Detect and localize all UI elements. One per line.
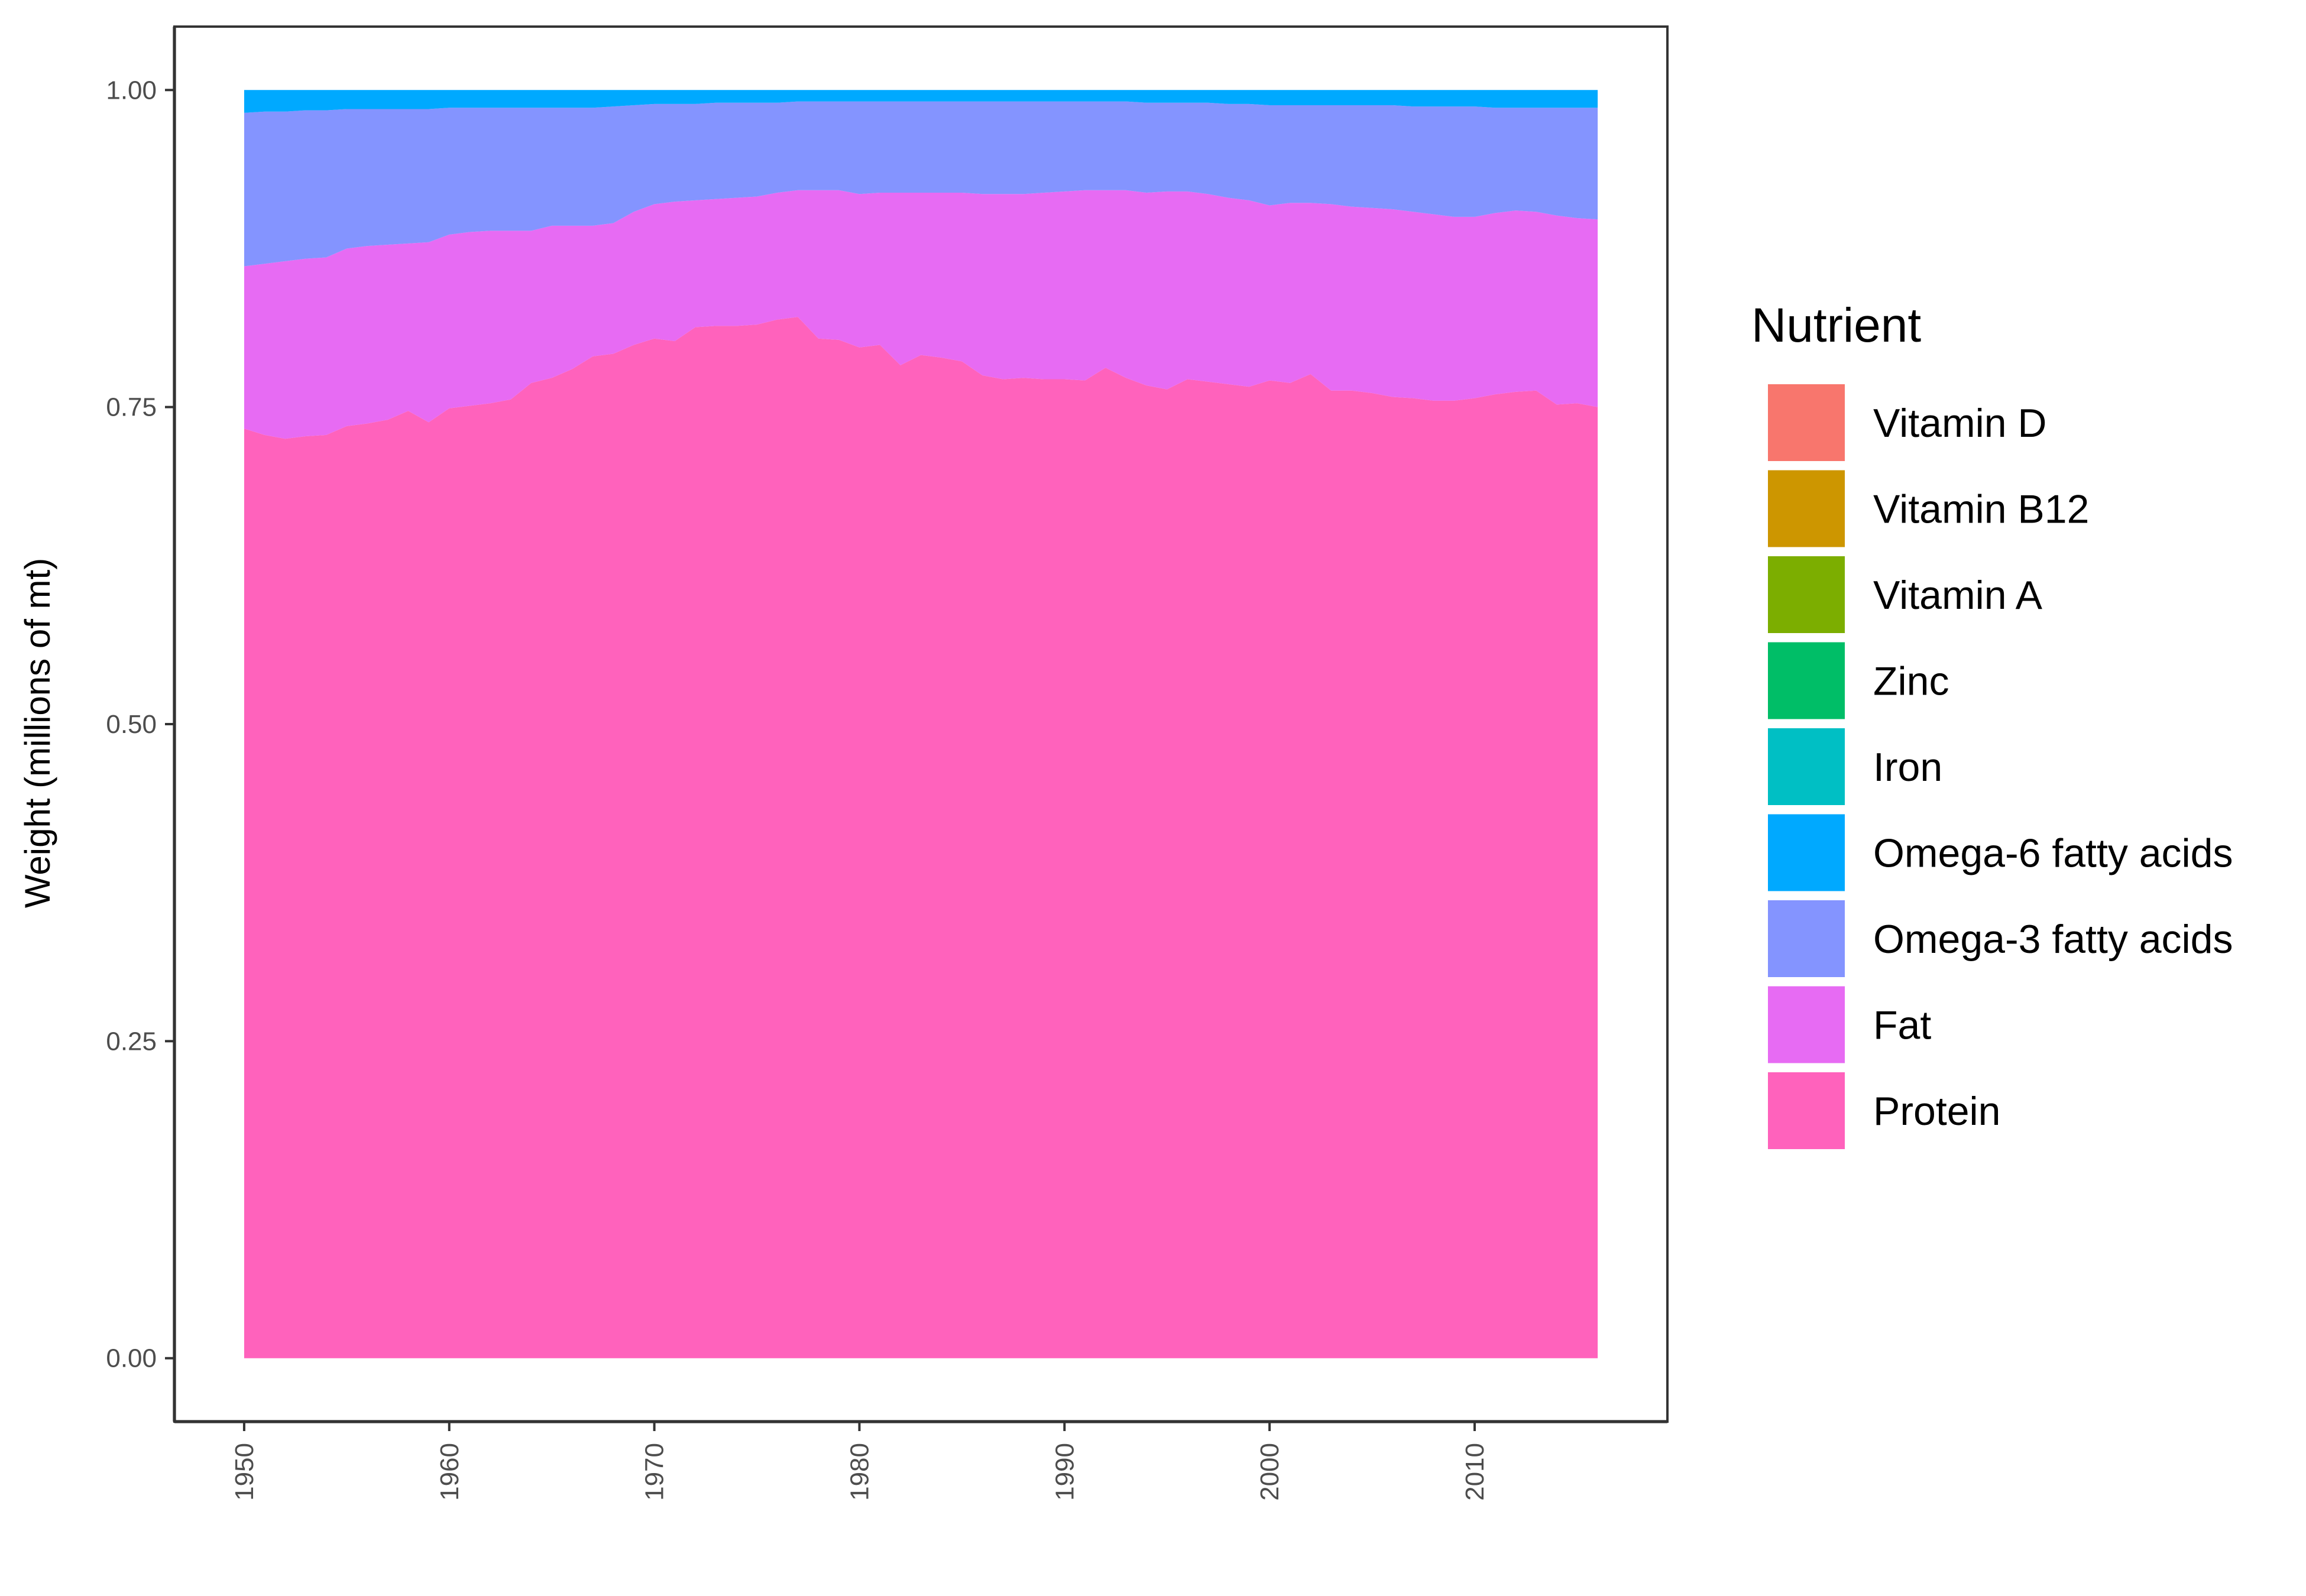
legend-key-omega-6-fatty-acids (1768, 814, 1845, 891)
legend-label-vitamin-a: Vitamin A (1873, 573, 2043, 618)
x-tick-label: 1980 (845, 1443, 874, 1501)
legend-key-vitamin-a (1768, 556, 1845, 633)
area-omega-6-fatty-acids (244, 90, 1598, 113)
legend-label-zinc: Zinc (1873, 659, 1949, 704)
legend-key-omega-3-fatty-acids (1768, 900, 1845, 977)
y-tick-label: 0.25 (106, 1027, 157, 1056)
legend-label-omega-6-fatty-acids: Omega-6 fatty acids (1873, 831, 2233, 876)
y-tick-label: 1.00 (106, 76, 157, 105)
legend-title: Nutrient (1751, 299, 1921, 352)
legend: Nutrient Vitamin D Vitamin B12 Vitamin A Zi… (1751, 299, 2233, 1149)
legend-label-fat: Fat (1873, 1003, 1931, 1048)
legend-label-iron: Iron (1873, 745, 1942, 790)
legend-key-vitamin-b12 (1768, 470, 1845, 547)
legend-key-zinc (1768, 642, 1845, 719)
y-tick-label: 0.75 (106, 393, 157, 422)
y-axis-title: Weight (millions of mt) (18, 558, 57, 908)
legend-key-fat (1768, 986, 1845, 1063)
x-tick-label: 1950 (230, 1443, 259, 1501)
legend-key-vitamin-d (1768, 384, 1845, 461)
legend-key-protein (1768, 1072, 1845, 1149)
legend-label-vitamin-d: Vitamin D (1873, 401, 2047, 446)
area-protein (244, 317, 1598, 1358)
legend-label-protein: Protein (1873, 1089, 2000, 1134)
panel-border (173, 25, 1669, 1423)
legend-label-vitamin-b12: Vitamin B12 (1873, 487, 2089, 532)
area-omega-3-fatty-acids (244, 101, 1598, 267)
legend-key-iron (1768, 728, 1845, 805)
x-tick-label: 2010 (1460, 1443, 1489, 1501)
x-tick-label: 1990 (1050, 1443, 1079, 1501)
x-tick-label: 1970 (640, 1443, 669, 1501)
y-tick-label: 0.00 (106, 1344, 157, 1373)
x-tick-label: 2000 (1255, 1443, 1284, 1501)
x-tick-label: 1960 (435, 1443, 464, 1501)
plot-areas (244, 90, 1598, 1358)
legend-label-omega-3-fatty-acids: Omega-3 fatty acids (1873, 917, 2233, 962)
legend-items: Vitamin D Vitamin B12 Vitamin A Zinc Iron Ome… (1768, 384, 2233, 1149)
y-axis: 0.00 0.25 0.50 0.75 1.00 (106, 27, 176, 1422)
area-fat (244, 190, 1598, 439)
y-tick-label: 0.50 (106, 710, 157, 739)
